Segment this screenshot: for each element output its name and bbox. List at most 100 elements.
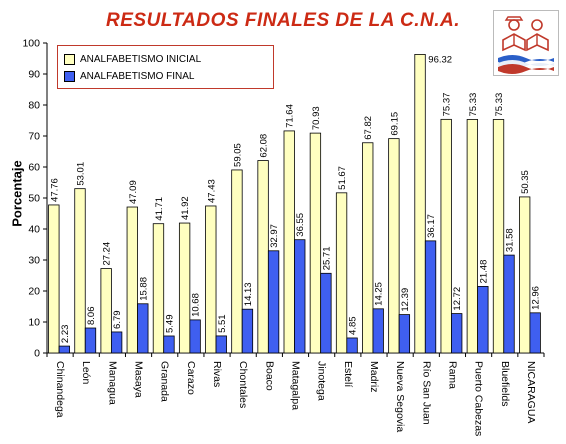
data-label-initial: 75.37 bbox=[442, 93, 453, 117]
legend-swatch-final bbox=[64, 70, 75, 82]
data-label-initial: 47.43 bbox=[206, 179, 217, 203]
literacy-campaign-logo bbox=[493, 10, 559, 76]
data-label-final: 8.06 bbox=[86, 307, 97, 326]
bar-initial bbox=[362, 142, 374, 354]
x-tick-label: Río San Juan bbox=[420, 361, 432, 425]
y-tick-label: 0 bbox=[34, 348, 40, 360]
bar-final bbox=[372, 308, 384, 354]
x-tick-label: León bbox=[80, 361, 92, 385]
bar-final bbox=[424, 240, 437, 354]
bar-initial bbox=[414, 54, 426, 354]
bar-initial bbox=[100, 268, 112, 354]
data-label-initial: 47.76 bbox=[49, 178, 60, 202]
bar-final bbox=[215, 335, 227, 354]
y-tick-label: 20 bbox=[28, 286, 40, 298]
legend: ANALFABETISMO INICIAL ANALFABETISMO FINA… bbox=[57, 45, 274, 89]
x-tick-label: Chontales bbox=[237, 361, 249, 408]
data-label-final: 12.96 bbox=[531, 286, 542, 310]
data-label-final: 6.79 bbox=[112, 310, 123, 329]
data-label-final: 12.39 bbox=[400, 288, 411, 312]
bar-initial bbox=[48, 204, 60, 354]
y-tick-label: 90 bbox=[28, 69, 40, 81]
data-label-initial: 96.32 bbox=[428, 54, 452, 65]
bar-initial bbox=[74, 188, 86, 354]
data-label-initial: 75.33 bbox=[468, 93, 479, 117]
data-label-final: 15.88 bbox=[138, 277, 149, 301]
data-label-initial: 41.71 bbox=[154, 197, 165, 221]
x-tick-label: Rivas bbox=[211, 361, 223, 387]
x-tick-label: Bluefields bbox=[499, 361, 511, 407]
data-label-final: 10.68 bbox=[191, 293, 202, 317]
x-tick-label: Managua bbox=[106, 361, 118, 405]
data-label-initial: 41.92 bbox=[180, 196, 191, 220]
bar-initial bbox=[205, 205, 217, 354]
x-tick-label: Boaco bbox=[263, 361, 275, 391]
data-label-final: 4.85 bbox=[348, 316, 359, 335]
x-tick-label: Granada bbox=[159, 361, 171, 402]
bar-final bbox=[451, 313, 463, 354]
bar-initial bbox=[519, 196, 531, 354]
bar-final bbox=[294, 239, 306, 354]
data-label-final: 36.17 bbox=[426, 214, 437, 238]
x-tick-label: Madriz bbox=[368, 361, 380, 393]
data-label-initial: 67.82 bbox=[363, 116, 374, 140]
data-label-initial: 47.09 bbox=[128, 180, 139, 204]
bar-final bbox=[320, 272, 332, 354]
legend-label-final: ANALFABETISMO FINAL bbox=[80, 70, 195, 82]
y-tick-label: 100 bbox=[22, 38, 40, 50]
bar-initial bbox=[440, 118, 452, 354]
bar-initial bbox=[466, 119, 479, 354]
data-label-initial: 50.35 bbox=[520, 170, 531, 194]
y-tick-label: 60 bbox=[28, 162, 40, 174]
bar-initial bbox=[309, 132, 322, 354]
bar-initial bbox=[257, 160, 269, 354]
data-label-initial: 69.15 bbox=[389, 112, 400, 136]
legend-label-initial: ANALFABETISMO INICIAL bbox=[80, 53, 202, 65]
bar-initial bbox=[152, 223, 165, 354]
x-tick-label: Chinandega bbox=[54, 361, 66, 418]
data-label-initial: 59.05 bbox=[232, 143, 243, 167]
data-label-final: 5.49 bbox=[164, 314, 175, 333]
bar-final bbox=[477, 286, 489, 354]
legend-item-initial: ANALFABETISMO INICIAL bbox=[64, 52, 201, 66]
data-label-initial: 62.08 bbox=[259, 134, 270, 158]
data-label-final: 21.48 bbox=[478, 260, 489, 284]
bar-final bbox=[241, 308, 254, 354]
data-label-final: 14.25 bbox=[374, 282, 385, 306]
bar-final bbox=[137, 303, 149, 354]
y-tick-label: 50 bbox=[28, 193, 40, 205]
data-label-initial: 27.24 bbox=[102, 242, 113, 266]
x-tick-label: Matagalpa bbox=[290, 361, 302, 410]
x-tick-label: Nueva Segovia bbox=[394, 361, 406, 432]
x-tick-label: Puerto Cabezas bbox=[473, 361, 485, 436]
legend-swatch-initial bbox=[64, 53, 75, 65]
bar-final bbox=[398, 314, 411, 354]
y-tick-label: 30 bbox=[28, 255, 40, 267]
bar-final bbox=[58, 345, 70, 354]
bar-initial bbox=[126, 206, 138, 354]
x-tick-label: Jinotega bbox=[316, 361, 328, 401]
bar-final bbox=[163, 335, 175, 354]
x-tick-label: Masaya bbox=[133, 361, 145, 398]
bar-initial bbox=[178, 222, 191, 354]
y-tick-label: 40 bbox=[28, 224, 40, 236]
bar-initial bbox=[231, 169, 243, 354]
data-label-final: 36.55 bbox=[295, 213, 306, 237]
bar-final bbox=[84, 327, 97, 354]
bar-final bbox=[503, 254, 515, 354]
data-label-final: 32.97 bbox=[269, 224, 280, 248]
y-tick-label: 10 bbox=[28, 317, 40, 329]
data-label-initial: 71.64 bbox=[285, 104, 296, 128]
y-tick-label: 80 bbox=[28, 100, 40, 112]
bar-initial bbox=[283, 130, 295, 354]
data-label-final: 14.13 bbox=[243, 282, 254, 306]
data-label-initial: 51.67 bbox=[337, 166, 348, 190]
data-label-initial: 53.01 bbox=[75, 162, 86, 186]
data-label-initial: 70.93 bbox=[311, 106, 322, 130]
data-label-final: 12.72 bbox=[452, 287, 463, 311]
data-label-final: 5.51 bbox=[217, 314, 228, 333]
bar-initial bbox=[335, 192, 348, 354]
bar-final bbox=[267, 250, 280, 354]
